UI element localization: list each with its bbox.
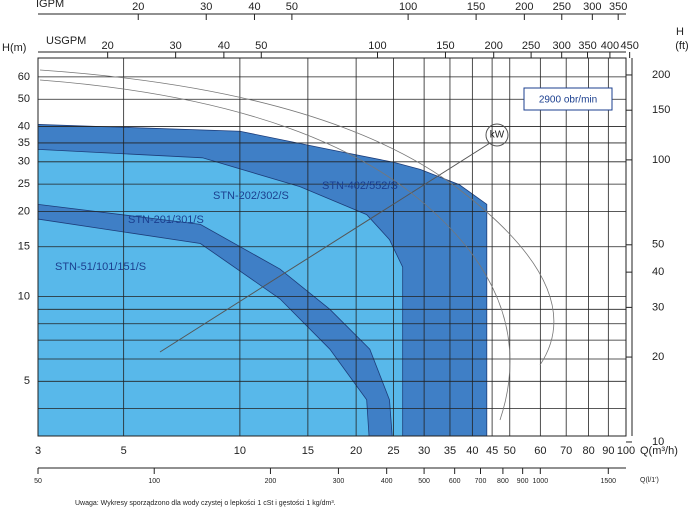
x-tick-label: 60 — [534, 445, 546, 457]
aux-curve — [39, 69, 555, 366]
lpm-tick-label: 1500 — [601, 478, 617, 485]
igpm-tick-label: 300 — [583, 1, 601, 13]
usgpm-tick-label: 100 — [368, 40, 386, 52]
usgpm-tick-label: 200 — [485, 40, 503, 52]
y-tick-label: 40 — [18, 120, 30, 132]
usgpm-tick-label: 350 — [578, 40, 596, 52]
x-tick-label: 80 — [582, 445, 594, 457]
x-tick-label: 20 — [350, 445, 362, 457]
usgpm-tick-label: 450 — [620, 40, 638, 52]
x-axis-label: Q(m³/h) — [640, 445, 678, 457]
plot-frame — [37, 57, 627, 437]
igpm-tick-label: 350 — [609, 1, 627, 13]
y-tick-label: 60 — [18, 71, 30, 83]
x-tick-label: 15 — [302, 445, 314, 457]
y-tick-label: 25 — [18, 178, 30, 190]
lpm-tick-label: 300 — [333, 478, 345, 485]
lpm-tick-label: 500 — [418, 478, 430, 485]
y-axis-label: H(m) — [2, 42, 26, 54]
series-label: STN-202/302/S — [213, 190, 289, 202]
x-tick-label: 90 — [602, 445, 614, 457]
x-tick-label: 40 — [466, 445, 478, 457]
x-tick-label: 70 — [560, 445, 572, 457]
igpm-tick-label: 150 — [467, 1, 485, 13]
lpm-tick-label: 400 — [381, 478, 393, 485]
grid — [37, 58, 627, 436]
lpm-tick-label: 900 — [517, 478, 529, 485]
x-tick-label: 5 — [121, 445, 127, 457]
y-tick-label: 50 — [18, 93, 30, 105]
x-tick-label: 100 — [617, 445, 635, 457]
lpm-tick-label: 200 — [265, 478, 277, 485]
igpm-tick-label: 40 — [248, 1, 260, 13]
series-label: STN-201/301/S — [128, 214, 204, 226]
power-line — [159, 142, 491, 353]
usgpm-axis-label: USGPM — [46, 35, 86, 47]
right-tick-label: 30 — [652, 301, 664, 313]
areas — [37, 124, 488, 437]
usgpm-tick-label: 150 — [436, 40, 454, 52]
lpm-tick-label: 50 — [34, 478, 42, 485]
x-tick-label: 10 — [234, 445, 246, 457]
power-label: kW — [490, 130, 505, 141]
y-tick-label: 15 — [18, 241, 30, 253]
power-circle — [485, 123, 509, 147]
speed-box — [523, 87, 613, 111]
lpm-tick-label: 700 — [475, 478, 487, 485]
lpm-tick-label: 600 — [449, 478, 461, 485]
usgpm-tick-label: 50 — [255, 40, 267, 52]
lpm-tick-label: 800 — [497, 478, 509, 485]
usgpm-tick-label: 400 — [601, 40, 619, 52]
x-tick-label: 50 — [504, 445, 516, 457]
y-tick-label: 10 — [18, 290, 30, 302]
x-tick-label: 45 — [486, 445, 498, 457]
aux-curve — [39, 79, 511, 421]
footnote: Uwaga: Wykresy sporządzono dla wody czys… — [75, 500, 336, 507]
right-tick-label: 10 — [652, 436, 664, 448]
igpm-tick-label: 50 — [286, 1, 298, 13]
usgpm-tick-label: 250 — [522, 40, 540, 52]
lpm-tick-label: 1000 — [533, 478, 549, 485]
right-axis-unit: (ft) — [675, 40, 688, 52]
x-tick-label: 35 — [444, 445, 456, 457]
x-tick-label: 25 — [387, 445, 399, 457]
igpm-tick-label: 250 — [553, 1, 571, 13]
x-tick-label: 30 — [418, 445, 430, 457]
igpm-tick-label: 20 — [132, 1, 144, 13]
right-axis-label: H — [676, 26, 684, 38]
series-label: STN-402/552/S — [322, 180, 398, 192]
igpm-tick-label: 100 — [399, 1, 417, 13]
usgpm-tick-label: 300 — [552, 40, 570, 52]
x-tick-label: 3 — [35, 445, 41, 457]
y-tick-label: 5 — [24, 375, 30, 387]
y-tick-label: 35 — [18, 137, 30, 149]
igpm-tick-label: 30 — [200, 1, 212, 13]
usgpm-tick-label: 40 — [218, 40, 230, 52]
right-tick-label: 150 — [652, 104, 670, 116]
y-tick-label: 20 — [18, 205, 30, 217]
series-label: STN-51/101/151/S — [55, 261, 146, 273]
right-tick-label: 20 — [652, 351, 664, 363]
right-tick-label: 40 — [652, 266, 664, 278]
lpm-axis-label: Q(l/1') — [640, 477, 659, 484]
right-tick-label: 50 — [652, 239, 664, 251]
usgpm-tick-label: 20 — [102, 40, 114, 52]
igpm-axis-label: IGPM — [36, 0, 64, 10]
igpm-tick-label: 200 — [515, 1, 533, 13]
y-tick-label: 30 — [18, 156, 30, 168]
lpm-tick-label: 100 — [148, 478, 160, 485]
usgpm-tick-label: 30 — [170, 40, 182, 52]
right-tick-label: 100 — [652, 154, 670, 166]
right-tick-label: 200 — [652, 69, 670, 81]
speed-label: 2900 obr/min — [539, 95, 597, 106]
